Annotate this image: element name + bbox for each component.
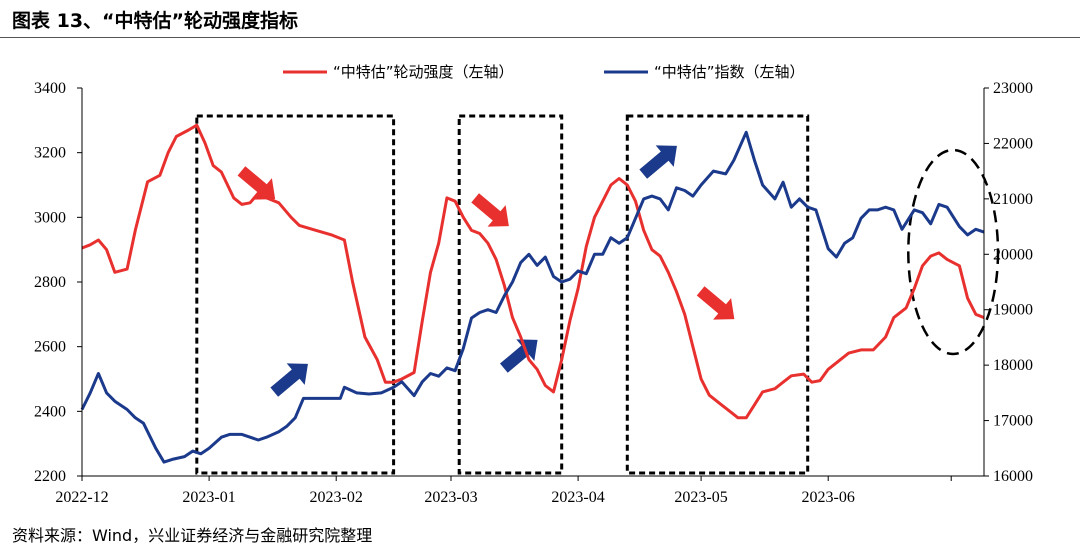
y-left-tick-label: 2400	[34, 403, 66, 420]
y-right-tick-label: 20000	[993, 246, 1033, 263]
y-left-tick-label: 3000	[34, 209, 66, 226]
series-line-index	[80, 130, 985, 464]
figure-title: 图表 13、“中特估”轮动强度指标	[12, 10, 299, 32]
y-right-tick-label: 19000	[993, 302, 1033, 319]
source-note: 资料来源：Wind，兴业证券经济与金融研究院整理	[12, 526, 373, 545]
y-right-tick-label: 21000	[993, 191, 1033, 208]
arrow-shape	[270, 363, 308, 397]
x-tick-label: 2022-12	[55, 489, 108, 506]
red-down-arrow	[696, 286, 735, 320]
y-left-tick-label: 3400	[34, 80, 66, 97]
y-right-tick-label: 16000	[993, 468, 1033, 485]
annotation-layer	[195, 114, 1000, 475]
series-layer	[80, 123, 985, 464]
x-tick-label: 2023-04	[551, 489, 604, 506]
blue-up-arrow	[499, 339, 538, 373]
dashed-box	[625, 114, 810, 475]
x-tick-label: 2023-03	[424, 489, 477, 506]
x-tick-label: 2023-05	[674, 489, 727, 506]
y-left-tick-label: 2800	[34, 274, 66, 291]
arrow-shape	[696, 286, 735, 320]
arrow-shape	[639, 145, 677, 179]
x-tick-label: 2023-01	[182, 489, 235, 506]
dashed-box	[457, 114, 564, 475]
x-tick-label: 2023-02	[310, 489, 363, 506]
blue-up-arrow	[270, 363, 308, 397]
legend-label: “中特估”指数（左轴）	[654, 63, 805, 81]
blue-up-arrow	[639, 145, 677, 179]
series-line-rotation	[81, 123, 985, 420]
y-right-tick-label: 22000	[993, 135, 1033, 152]
y-left-tick-label: 3200	[34, 145, 66, 162]
legend-label: “中特估”轮动强度（左轴）	[333, 63, 514, 81]
red-down-arrow	[471, 193, 509, 227]
legend: “中特估”轮动强度（左轴） “中特估”指数（左轴）	[283, 63, 805, 81]
y-left-tick-label: 2600	[34, 339, 66, 356]
arrow-shape	[499, 339, 538, 373]
y-right-tick-label: 23000	[993, 80, 1033, 97]
y-right-tick-label: 17000	[993, 413, 1033, 430]
title-rule	[0, 37, 1080, 38]
x-tick-label: 2023-06	[802, 489, 855, 506]
axis-layer: 2200 2400 2600 2800 3000 3200 3400 16000 17000 18…	[34, 80, 1033, 506]
dashed-box	[195, 114, 396, 475]
red-down-arrow	[237, 166, 276, 200]
arrow-shape	[471, 193, 509, 227]
arrow-shape	[237, 166, 276, 200]
y-left-tick-label: 2200	[34, 468, 66, 485]
dashed-ellipse	[907, 148, 1000, 356]
y-right-tick-label: 18000	[993, 357, 1033, 374]
